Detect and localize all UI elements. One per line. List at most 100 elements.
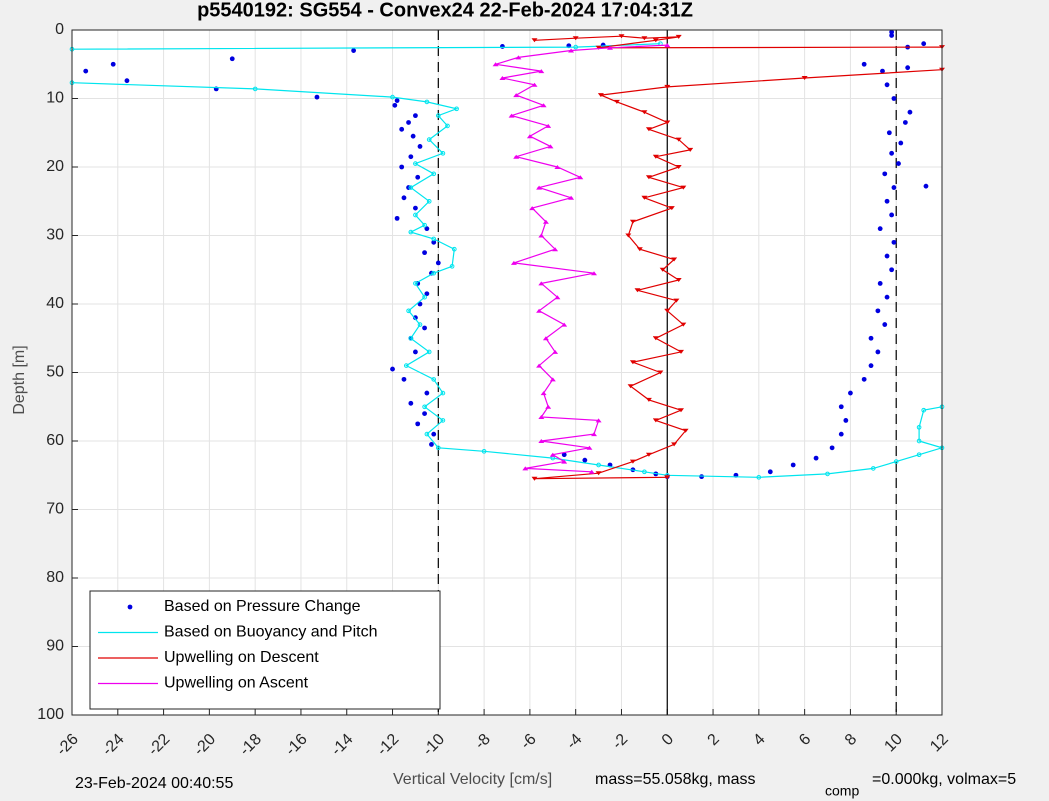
data-point <box>392 102 398 108</box>
data-point <box>838 404 844 410</box>
data-point <box>229 56 235 62</box>
data-point <box>422 325 427 331</box>
series-line <box>492 43 671 474</box>
data-point <box>884 198 890 204</box>
data-point <box>435 260 441 266</box>
x-axis-label: Vertical Velocity [cm/s] <box>393 771 552 788</box>
data-point <box>813 455 819 461</box>
data-point <box>861 61 867 67</box>
data-point <box>884 82 890 88</box>
y-tick-label: 20 <box>46 158 64 175</box>
y-tick-label: 0 <box>55 21 64 38</box>
x-tick-label: -4 <box>563 731 585 753</box>
data-point <box>406 120 411 125</box>
data-point <box>875 308 881 314</box>
legend-label: Upwelling on Descent <box>164 649 319 666</box>
y-tick-label: 50 <box>46 364 64 381</box>
x-tick-label: -24 <box>99 731 127 759</box>
chart-title: p5540192: SG554 - Convex24 22-Feb-2024 1… <box>197 0 693 21</box>
data-point <box>889 212 895 218</box>
data-point <box>886 130 892 136</box>
data-point <box>401 376 407 382</box>
data-point <box>415 174 421 180</box>
data-point <box>902 120 908 125</box>
mass-subscript: comp <box>825 783 859 799</box>
data-point <box>431 239 437 245</box>
data-point <box>399 164 405 170</box>
x-tick-label: -6 <box>518 731 540 753</box>
data-point <box>415 421 421 427</box>
data-point <box>861 376 867 382</box>
x-tick-label: -14 <box>328 731 356 759</box>
data-point <box>882 322 888 327</box>
data-point <box>124 78 130 84</box>
data-point <box>884 253 890 259</box>
data-point <box>351 48 357 53</box>
legend-label: Upwelling on Ascent <box>164 675 309 692</box>
data-point <box>413 113 418 119</box>
data-point <box>889 267 895 273</box>
data-point <box>868 335 874 341</box>
data-point <box>83 68 89 74</box>
data-point <box>905 65 911 71</box>
data-point <box>390 366 395 372</box>
x-tick-label: -20 <box>191 731 219 759</box>
data-point <box>875 349 881 355</box>
data-point <box>829 445 835 451</box>
data-point <box>408 400 414 406</box>
data-point <box>896 161 901 166</box>
y-tick-label: 80 <box>46 569 64 586</box>
legend-label: Based on Pressure Change <box>164 598 361 615</box>
plot-frame <box>71 29 943 716</box>
legend-label: Based on Buoyancy and Pitch <box>164 624 377 641</box>
data-point <box>843 418 849 423</box>
data-point <box>413 205 418 211</box>
y-tick-label: 100 <box>37 706 64 723</box>
x-tick-label: 0 <box>659 731 677 749</box>
x-tick-label: 10 <box>881 731 906 756</box>
y-tick-label: 40 <box>46 295 64 312</box>
data-point <box>848 390 853 396</box>
y-tick-label: 70 <box>46 501 64 518</box>
data-point <box>923 183 929 189</box>
data-point <box>422 250 427 256</box>
data-point <box>422 411 427 416</box>
x-tick-label: 6 <box>796 731 814 749</box>
y-tick-label: 60 <box>46 432 64 449</box>
data-point <box>424 390 430 396</box>
x-tick-label: 12 <box>927 731 952 756</box>
data-point <box>314 94 320 100</box>
x-tick-label: 8 <box>842 731 860 749</box>
data-point <box>891 239 897 245</box>
data-point <box>898 140 904 146</box>
legend-box <box>89 590 441 710</box>
x-tick-label: -16 <box>282 731 310 759</box>
mass-note-tail: =0.000kg, volmax=5 <box>872 771 1016 788</box>
data-point <box>500 44 505 49</box>
timestamp: 23-Feb-2024 00:40:55 <box>75 775 233 792</box>
mass-note: mass=55.058kg, mass <box>595 771 756 788</box>
y-tick-label: 90 <box>46 638 64 655</box>
x-tick-label: 2 <box>705 731 723 749</box>
y-tick-label: 30 <box>46 227 64 244</box>
data-point <box>417 144 423 149</box>
data-point <box>889 29 895 35</box>
x-tick-label: 4 <box>750 731 768 749</box>
x-tick-label: -18 <box>237 731 265 759</box>
data-point <box>413 349 418 355</box>
data-point <box>394 215 400 221</box>
data-point <box>410 133 416 139</box>
data-point <box>891 185 897 190</box>
data-point <box>431 431 437 437</box>
data-point <box>408 154 414 160</box>
data-point <box>790 462 796 468</box>
x-tick-label: -10 <box>420 731 448 759</box>
x-tick-label: -22 <box>145 731 173 759</box>
x-tick-label: -26 <box>53 731 81 759</box>
data-point <box>399 126 405 132</box>
data-point <box>424 291 430 297</box>
data-point <box>907 109 913 115</box>
y-tick-label: 10 <box>46 90 64 107</box>
